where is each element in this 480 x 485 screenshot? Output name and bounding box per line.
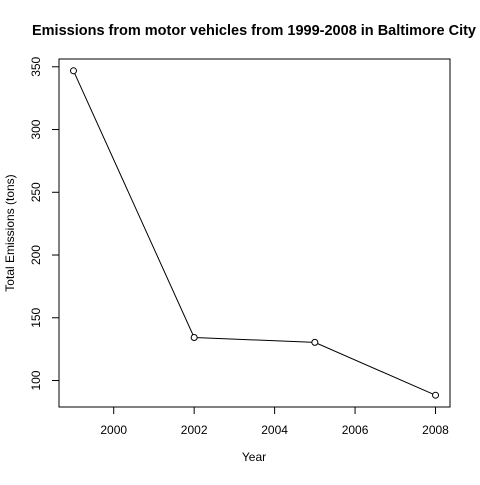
y-tick-label-150: 150 — [29, 307, 43, 327]
x-tick-label-2004: 2004 — [261, 423, 288, 437]
x-tick-label-2008: 2008 — [422, 423, 449, 437]
y-tick-label-300: 300 — [29, 119, 43, 139]
y-tick-label-200: 200 — [29, 245, 43, 265]
x-axis-label: Year — [242, 450, 266, 464]
data-point-1999 — [70, 68, 76, 74]
y-axis-label: Total Emissions (tons) — [3, 174, 17, 291]
y-tick-label-350: 350 — [29, 56, 43, 76]
data-point-2008 — [433, 392, 439, 398]
data-point-2005 — [312, 339, 318, 345]
y-tick-label-250: 250 — [29, 182, 43, 202]
chart-title: Emissions from motor vehicles from 1999-… — [32, 23, 476, 39]
data-point-2002 — [191, 334, 197, 340]
x-tick-label-2000: 2000 — [100, 423, 127, 437]
x-tick-label-2006: 2006 — [342, 423, 369, 437]
y-tick-label-100: 100 — [29, 370, 43, 390]
x-tick-label-2002: 2002 — [181, 423, 208, 437]
